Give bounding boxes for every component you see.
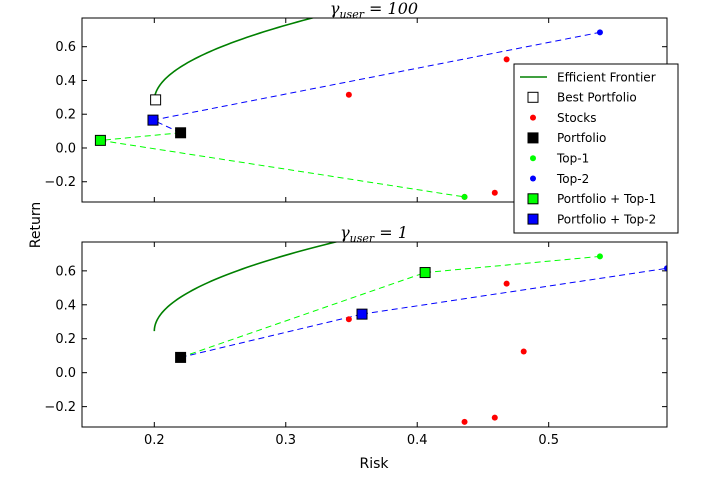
legend-square-swatch (527, 193, 539, 205)
legend-label: Stocks (557, 111, 596, 125)
y-tick-label: 0.4 (55, 298, 76, 313)
y-tick-label: 0.0 (55, 366, 76, 381)
legend-entry: Best Portfolio (527, 91, 637, 105)
legend-dot-swatch (530, 155, 536, 162)
top2-point (664, 265, 667, 272)
stock-point (461, 418, 468, 425)
portfolio-top2-dashed-line (152, 31, 601, 121)
portfolio-to-top1-dashed-line (180, 272, 426, 358)
legend-label: Top-1 (556, 152, 589, 166)
panel-top-marks (94, 18, 603, 200)
legend-entry: Top-1 (530, 152, 589, 166)
y-tick-label: 0.2 (55, 332, 76, 347)
legend-entry: Portfolio + Top-1 (527, 192, 656, 206)
portfolio-top1-dashed-line (425, 255, 601, 274)
portfolio-top1-marker (419, 267, 431, 279)
legend-label: Top-2 (556, 172, 589, 186)
x-axis-label: Risk (359, 456, 389, 472)
legend-label: Portfolio + Top-1 (557, 192, 656, 206)
y-tick-label: 0.6 (55, 40, 76, 55)
legend-label: Portfolio (557, 131, 606, 145)
y-tick-label: 0.6 (55, 264, 76, 279)
legend-label: Efficient Frontier (557, 70, 656, 84)
portfolio-marker (175, 351, 187, 363)
legend-entry: Portfolio + Top-2 (527, 212, 656, 226)
stock-point (503, 280, 510, 287)
portfolio-to-top2-dashed-line (180, 313, 363, 358)
legend: Efficient Frontier Best Portfolio Stocks Po… (513, 63, 679, 234)
legend-entry: Efficient Frontier (520, 70, 656, 84)
y-tick-label: 0.0 (55, 141, 76, 156)
legend-square-swatch (527, 213, 539, 225)
legend-label: Best Portfolio (557, 91, 637, 105)
panel-bottom-frame (81, 241, 668, 428)
portfolio-top2-marker (356, 308, 368, 320)
top1-point (461, 193, 468, 200)
legend-square-swatch (527, 132, 539, 144)
x-tick-label: 0.2 (144, 433, 165, 448)
legend-label: Portfolio + Top-2 (557, 212, 656, 226)
best-portfolio-marker (150, 94, 162, 106)
portfolio-top2-marker (147, 114, 159, 126)
legend-dot-swatch (530, 114, 536, 121)
stock-point (345, 316, 352, 323)
y-tick-label: −0.2 (44, 400, 76, 415)
stock-point (491, 414, 498, 421)
panel-bottom-ticks: −0.2 0.0 0.2 0.4 0.6 0.2 0.3 0.4 0.5 (44, 242, 667, 448)
efficient-frontier-line (153, 18, 316, 101)
y-tick-label: 0.2 (55, 108, 76, 123)
stock-point (491, 189, 498, 196)
portfolio-top1-marker (94, 134, 106, 146)
legend-dot-swatch (530, 175, 536, 182)
panel-bottom: γuser = 1 −0.20.00.20.40.60.2 0.3 0.4 0.5 (44, 223, 668, 448)
top2-point (596, 29, 603, 36)
x-tick-label: 0.3 (275, 433, 296, 448)
efficient-frontier-line (153, 242, 339, 332)
legend-box (513, 63, 679, 234)
legend-entry: Top-2 (530, 172, 589, 186)
stock-point (345, 91, 352, 98)
stock-point (520, 348, 527, 355)
top1-point (596, 253, 603, 260)
y-axis-label: Return (28, 202, 44, 248)
portfolio-top2-dashed-line (361, 267, 667, 315)
panel-top: γuser = 100 −0.20.00.20.40.6 (44, 0, 668, 203)
legend-entry: Portfolio (527, 131, 606, 145)
y-tick-label: −0.2 (44, 175, 76, 190)
legend-items: Efficient Frontier Best Portfolio Stocks Po… (520, 70, 656, 226)
stock-point (503, 56, 510, 63)
portfolio-top1-dashed-line (100, 139, 465, 198)
x-tick-label: 0.4 (407, 433, 428, 448)
x-tick-label: 0.5 (538, 433, 559, 448)
panel-bottom-marks (153, 242, 667, 425)
y-tick-label: 0.4 (55, 74, 76, 89)
legend-square-swatch (527, 91, 539, 103)
portfolio-to-top1-dashed-line (100, 132, 181, 141)
legend-entry: Stocks (530, 111, 596, 125)
portfolio-marker (175, 127, 187, 139)
